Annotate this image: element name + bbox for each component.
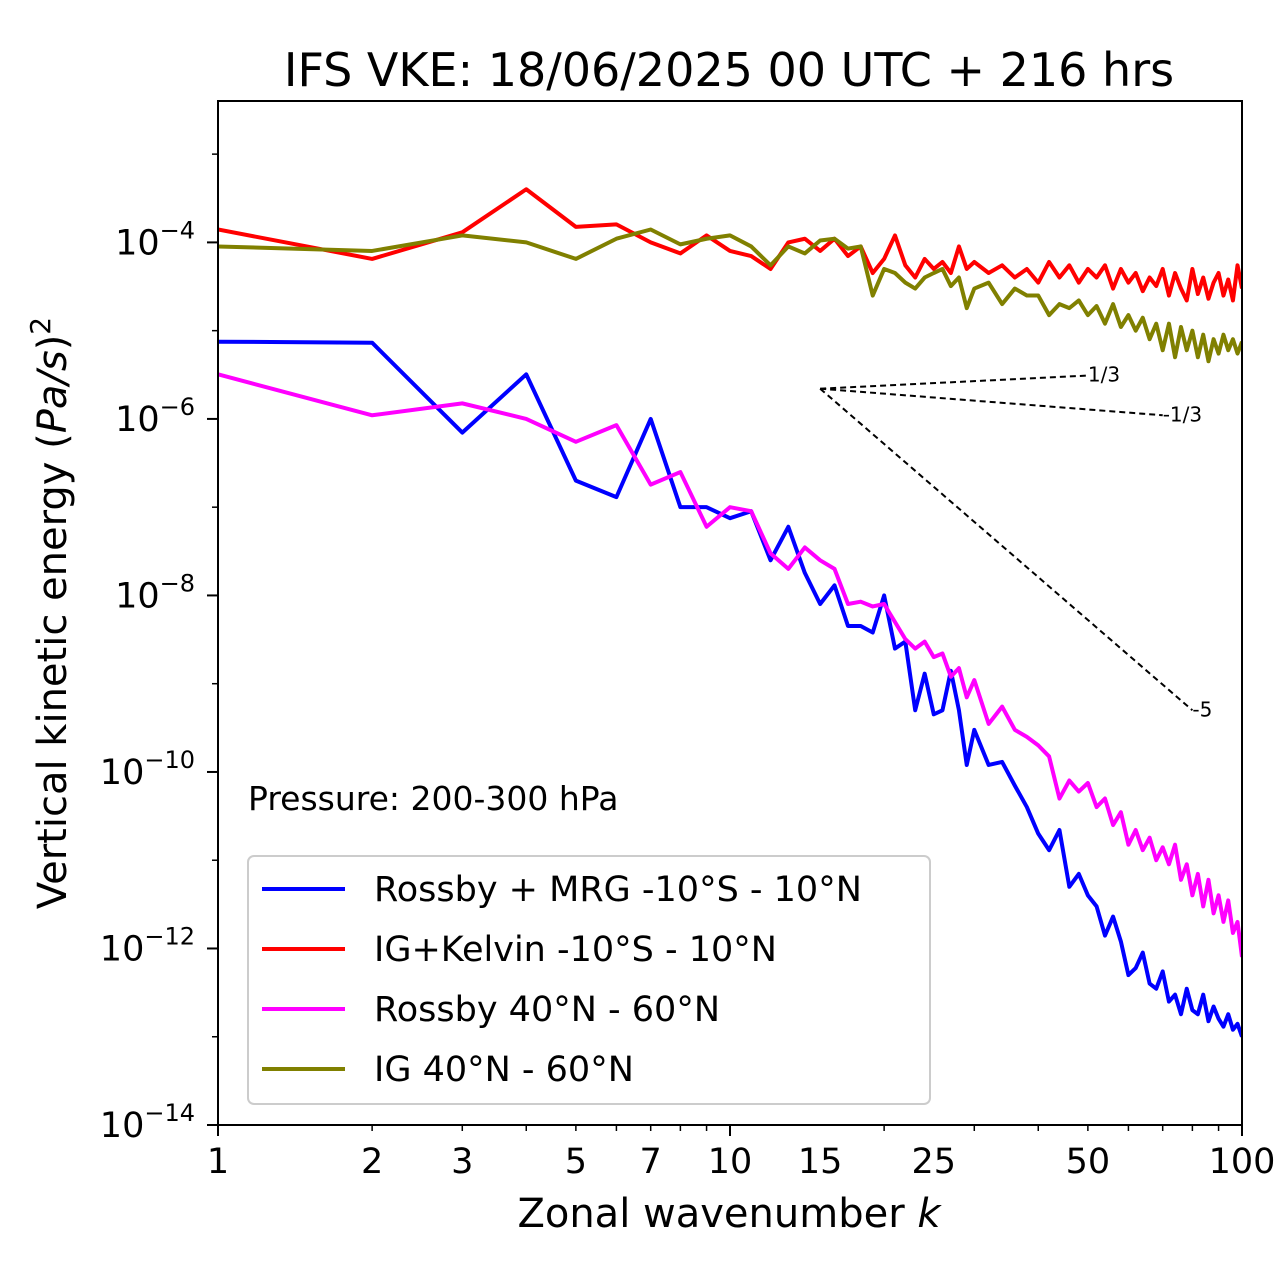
y-tick-label: 10−6 [115, 393, 195, 440]
y-tick-label: 10−14 [100, 1099, 195, 1146]
legend-label-3: Rossby 40°N - 60°N [374, 990, 720, 1030]
x-tick-label: 5 [565, 1142, 587, 1182]
x-tick-label: 1 [207, 1142, 229, 1182]
x-tick-label: 3 [451, 1142, 473, 1182]
legend-label-4: IG 40°N - 60°N [374, 1050, 634, 1090]
x-tick-label: 100 [1209, 1142, 1276, 1182]
reference-line-label-1: 1/3 [1088, 363, 1120, 387]
x-axis-ticks: 1 2 3 5 7 10 15 25 50 100 [207, 1125, 1276, 1182]
legend: Rossby + MRG -10°S - 10°N IG+Kelvin -10°S… [247, 855, 931, 1105]
pressure-annotation: Pressure: 200-300 hPa [248, 779, 618, 818]
legend-box [247, 855, 931, 1105]
x-tick-label: 2 [361, 1142, 383, 1182]
x-tick-label: 15 [798, 1142, 843, 1182]
legend-label-2: IG+Kelvin -10°S - 10°N [374, 930, 777, 970]
reference-line-label-2: -1/3 [1163, 402, 1202, 426]
legend-label-1: Rossby + MRG -10°S - 10°N [374, 870, 862, 910]
x-tick-label: 7 [640, 1142, 662, 1182]
x-tick-label: 50 [1066, 1142, 1111, 1182]
reference-lines: 1/3 -1/3 -5 [819, 363, 1212, 721]
y-tick-label: 10−10 [100, 746, 195, 793]
reference-line-label-3: -5 [1192, 697, 1212, 721]
reference-line-3 [819, 387, 1194, 712]
series-line-3 [218, 372, 1242, 958]
x-axis-label: Zonal wavenumber k [517, 1191, 942, 1237]
x-tick-label: 25 [911, 1142, 956, 1182]
y-tick-label: 10−4 [115, 216, 195, 263]
reference-line-1 [820, 374, 1088, 390]
y-tick-label: 10−8 [115, 569, 195, 616]
y-tick-label: 10−12 [100, 922, 195, 969]
x-tick-label: 10 [708, 1142, 753, 1182]
reference-line-2 [820, 387, 1163, 417]
series-layer [218, 187, 1242, 1038]
series-line-4 [218, 227, 1242, 364]
chart-title: IFS VKE: 18/06/2025 00 UTC + 216 hrs [284, 43, 1174, 97]
y-axis-ticks: 10−14 10−12 10−10 10−8 10−6 10−4 [100, 153, 218, 1146]
y-axis-label: Vertical kinetic energy (Pa/s)2 [24, 317, 76, 909]
series-line-2 [218, 187, 1242, 303]
